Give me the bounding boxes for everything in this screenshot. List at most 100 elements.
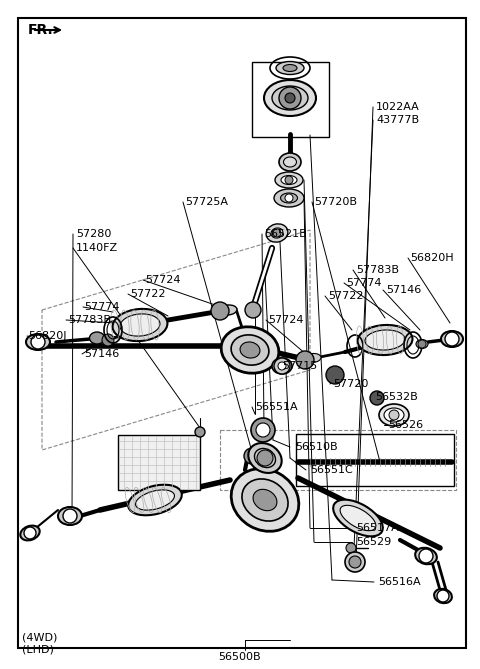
Text: (LHD): (LHD) [22, 645, 54, 655]
Bar [252, 62, 329, 137]
Circle shape [389, 410, 399, 420]
Circle shape [296, 351, 314, 369]
Circle shape [437, 590, 449, 602]
Ellipse shape [231, 469, 299, 531]
Text: 56526: 56526 [388, 420, 423, 430]
Circle shape [274, 358, 290, 374]
Text: 56820J: 56820J [28, 331, 67, 341]
Ellipse shape [275, 172, 303, 188]
Circle shape [245, 302, 261, 318]
Circle shape [285, 194, 293, 202]
Ellipse shape [253, 489, 277, 510]
Circle shape [31, 335, 45, 349]
Ellipse shape [333, 500, 383, 537]
Ellipse shape [20, 526, 40, 541]
Ellipse shape [128, 485, 182, 515]
Ellipse shape [254, 448, 276, 468]
Ellipse shape [231, 335, 269, 365]
Ellipse shape [340, 505, 376, 531]
Ellipse shape [266, 224, 288, 242]
Text: 56521B: 56521B [264, 229, 307, 239]
Text: 57280: 57280 [76, 229, 111, 239]
Circle shape [346, 543, 356, 553]
Circle shape [102, 334, 114, 346]
Ellipse shape [270, 57, 310, 79]
Ellipse shape [120, 314, 160, 336]
Ellipse shape [279, 153, 301, 171]
Ellipse shape [242, 479, 288, 521]
Text: 57722: 57722 [130, 289, 166, 299]
Circle shape [349, 556, 361, 568]
Text: 57725A: 57725A [185, 197, 228, 207]
Text: 56551C: 56551C [310, 465, 353, 475]
Text: 56551A: 56551A [255, 402, 298, 412]
Circle shape [278, 362, 286, 370]
Circle shape [285, 93, 295, 103]
Ellipse shape [272, 358, 292, 374]
Text: 56510B: 56510B [295, 442, 337, 452]
Ellipse shape [113, 309, 168, 341]
Ellipse shape [264, 80, 316, 116]
Text: 57774: 57774 [84, 302, 120, 312]
Circle shape [445, 332, 459, 346]
Text: 57720B: 57720B [314, 197, 357, 207]
Text: 57715: 57715 [282, 361, 317, 371]
Circle shape [257, 450, 273, 466]
Ellipse shape [280, 193, 298, 203]
Circle shape [251, 418, 275, 442]
Ellipse shape [219, 305, 237, 315]
Text: 43777B: 43777B [376, 115, 419, 125]
Text: 57722: 57722 [328, 291, 363, 301]
Ellipse shape [379, 404, 409, 426]
Ellipse shape [135, 490, 174, 510]
Circle shape [256, 423, 270, 437]
Text: 57724: 57724 [268, 315, 303, 325]
Polygon shape [118, 435, 200, 490]
Ellipse shape [58, 507, 82, 525]
Text: 57724: 57724 [145, 275, 180, 285]
Ellipse shape [434, 589, 452, 603]
Ellipse shape [221, 326, 279, 373]
Ellipse shape [416, 339, 428, 349]
Ellipse shape [281, 175, 297, 185]
Circle shape [24, 527, 36, 539]
Ellipse shape [89, 332, 105, 344]
Ellipse shape [384, 408, 404, 422]
Circle shape [326, 366, 344, 384]
Circle shape [279, 87, 301, 109]
Ellipse shape [415, 548, 437, 564]
Ellipse shape [441, 331, 463, 347]
Ellipse shape [272, 86, 308, 110]
Ellipse shape [248, 443, 282, 473]
Circle shape [244, 448, 260, 464]
Circle shape [285, 176, 293, 184]
Text: 57783B: 57783B [356, 265, 399, 275]
Ellipse shape [246, 305, 258, 315]
Text: 56500B: 56500B [218, 652, 261, 662]
Text: 57720: 57720 [333, 379, 368, 389]
Text: 56529: 56529 [356, 537, 391, 547]
Ellipse shape [283, 64, 297, 72]
Circle shape [345, 552, 365, 572]
Text: FR.: FR. [28, 23, 54, 37]
Text: 56820H: 56820H [410, 253, 454, 263]
Ellipse shape [358, 325, 412, 355]
Ellipse shape [284, 157, 297, 167]
Ellipse shape [26, 334, 50, 350]
Bar [296, 434, 454, 486]
Ellipse shape [240, 342, 260, 358]
Text: (4WD): (4WD) [22, 633, 58, 643]
Text: 1140FZ: 1140FZ [76, 243, 118, 253]
Ellipse shape [365, 330, 405, 350]
Text: 56532B: 56532B [375, 392, 418, 402]
Circle shape [63, 509, 77, 523]
Circle shape [419, 549, 433, 563]
Text: 57146: 57146 [84, 349, 119, 359]
Text: 57146: 57146 [386, 285, 421, 295]
Circle shape [273, 229, 281, 237]
Circle shape [211, 302, 229, 320]
Text: 1022AA: 1022AA [376, 102, 420, 112]
Text: 57774: 57774 [346, 278, 382, 288]
Circle shape [370, 391, 384, 405]
Text: 57783B: 57783B [68, 315, 111, 325]
